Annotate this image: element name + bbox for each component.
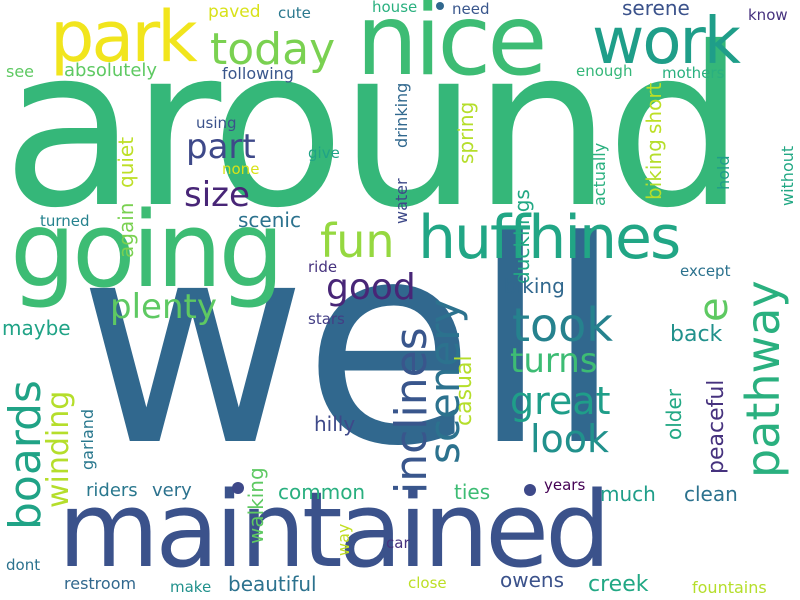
word-turned: turned (40, 212, 90, 230)
word-winding: winding (41, 390, 76, 508)
word-water: water (392, 178, 411, 224)
word-quiet: quiet (114, 136, 138, 188)
word-turns: turns (510, 341, 598, 381)
word-huffhines: huffhines (418, 203, 681, 273)
word-serene: serene (622, 0, 690, 20)
word-part: part (186, 127, 256, 167)
word-great: great (510, 379, 611, 423)
word-know: know (748, 6, 788, 24)
word-paved: paved (208, 2, 261, 22)
word-using: using (196, 114, 237, 132)
word-ducklings: ducklings (510, 189, 534, 284)
dot-mark-left (232, 482, 244, 494)
word-look: look (530, 417, 610, 461)
word-casual: casual (452, 355, 477, 426)
word-creek: creek (588, 572, 649, 597)
word-dont: dont (6, 556, 41, 574)
word-very: very (152, 480, 192, 501)
word-scenic: scenic (238, 208, 301, 232)
word-older: older (662, 388, 686, 440)
word-well: well (78, 182, 623, 508)
word-going: going (10, 189, 284, 311)
word-again: again (114, 202, 138, 258)
word-much: much (600, 482, 656, 506)
word-short: short (642, 82, 666, 134)
word-hilly: hilly (314, 412, 356, 436)
word-beautiful: beautiful (228, 572, 317, 596)
word-plenty: plenty (110, 287, 217, 327)
dot-mark-top (436, 2, 444, 10)
word-good: good (326, 267, 416, 308)
word-riders: riders (86, 480, 138, 501)
word-without: without (778, 145, 797, 206)
word-today: today (210, 24, 336, 75)
word-maybe: maybe (2, 316, 71, 340)
word-park: park (50, 0, 198, 78)
word-way: way (334, 523, 353, 556)
word-size: size (184, 175, 250, 215)
word-work: work (592, 5, 741, 79)
word-maintained: maintained (58, 469, 611, 591)
word-fountains: fountains (692, 578, 767, 597)
word-nice: nice (356, 0, 548, 98)
word-house: house (372, 0, 418, 16)
word-ride: ride (308, 258, 338, 276)
word-owens: owens (500, 568, 564, 592)
word-e: e (691, 297, 737, 322)
word-took: took (512, 298, 613, 352)
word-clean: clean (684, 482, 738, 506)
word-stars: stars (308, 310, 345, 328)
word-ties: ties (454, 480, 491, 504)
word-back: back (670, 322, 723, 347)
word-biking: biking (504, 274, 565, 298)
word-mothers: mothers (662, 64, 725, 82)
word-car: car (386, 534, 410, 552)
word-absolutely: absolutely (64, 60, 158, 81)
word-years: years (544, 476, 586, 494)
word-except: except (680, 262, 731, 280)
word-need: need (452, 0, 490, 18)
word-close: close (408, 574, 447, 592)
word-hold: hold (714, 155, 733, 190)
word-none: none (222, 160, 260, 178)
word-see: see (6, 62, 35, 81)
word-around: around (2, 0, 746, 256)
word-walking: walking (244, 467, 268, 544)
word-cute: cute (278, 4, 311, 22)
word-biking-vertical: biking (642, 139, 666, 200)
word-peaceful: peaceful (704, 379, 729, 474)
word-spring: spring (454, 101, 478, 164)
word-restroom: restroom (64, 574, 137, 593)
word-common: common (278, 480, 366, 504)
word-give: give (308, 144, 340, 162)
word-actually: actually (590, 142, 609, 206)
word-pathway: pathway (736, 280, 790, 478)
word-enough: enough (576, 62, 633, 80)
word-make: make (170, 578, 212, 596)
dot-mark-right (524, 484, 536, 496)
word-following: following (222, 64, 294, 83)
word-garland: garland (78, 408, 97, 470)
word-fun: fun (320, 214, 395, 268)
word-drinking: drinking (392, 82, 411, 148)
